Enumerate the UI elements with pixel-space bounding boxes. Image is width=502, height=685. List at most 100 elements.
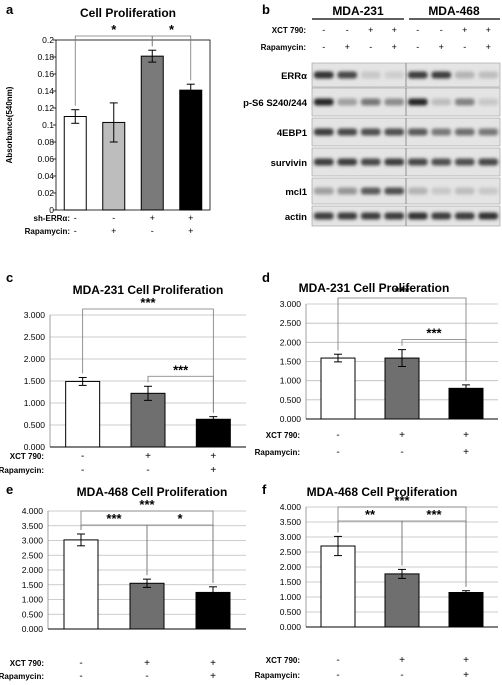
y-tick-label: 0.500 — [280, 607, 302, 617]
y-tick-label: 0.000 — [280, 622, 302, 632]
protein-band — [360, 187, 381, 195]
significance-stars: *** — [106, 511, 122, 526]
treatment-mark: + — [399, 655, 405, 666]
chart-panel-f: MDA-468 Cell Proliferation 0.000 0.500 1.00… — [255, 485, 498, 681]
protein-label: p-S6 S240/244 — [243, 98, 308, 109]
y-tick-label: 0.000 — [22, 624, 44, 634]
protein-label: mcl1 — [285, 187, 307, 198]
treatment-mark: - — [416, 42, 419, 52]
protein-band — [478, 212, 499, 220]
treatment-mark: - — [81, 451, 84, 462]
treatment-mark: - — [440, 25, 443, 35]
treatment-label: XCT 790: — [272, 26, 306, 35]
treatment-mark: + — [210, 451, 216, 462]
y-tick-label: 0.2 — [42, 35, 54, 45]
protein-band — [313, 187, 334, 195]
protein-band — [360, 158, 381, 166]
treatment-mark: + — [463, 430, 469, 441]
bar — [63, 539, 99, 630]
y-tick-label: 3.500 — [22, 521, 44, 531]
significance-bracket — [146, 524, 214, 583]
treatment-label: Rapamycin: — [255, 671, 300, 680]
treatment-mark: - — [112, 213, 115, 223]
protein-band — [431, 71, 452, 79]
protein-label: survivin — [271, 158, 308, 169]
y-tick-label: 3.000 — [22, 536, 44, 546]
protein-band — [313, 71, 334, 79]
protein-band — [431, 212, 452, 220]
protein-band — [313, 158, 334, 166]
protein-band — [360, 212, 381, 220]
panel-letter-c: c — [6, 270, 13, 285]
cell-line-label: MDA-468 — [428, 4, 480, 18]
panel-letter-d: d — [262, 270, 270, 285]
protein-band — [337, 212, 358, 220]
treatment-mark: + — [486, 25, 491, 35]
significance-stars: * — [169, 22, 175, 37]
significance-stars: * — [111, 22, 117, 37]
y-tick-label: 0.04 — [37, 171, 54, 181]
significance-stars: *** — [140, 295, 156, 310]
protein-band — [454, 128, 475, 136]
chart-title: MDA-468 Cell Proliferation — [307, 485, 458, 499]
protein-band — [384, 187, 405, 195]
significance-stars: *** — [173, 362, 189, 377]
treatment-mark: - — [79, 658, 82, 669]
protein-band — [407, 187, 428, 195]
treatment-label: XCT 790: — [10, 452, 44, 461]
y-tick-label: 1.000 — [22, 595, 44, 605]
treatment-mark: - — [151, 226, 154, 236]
bar — [179, 89, 203, 211]
treatment-mark: - — [74, 226, 77, 236]
chart-panel-c: MDA-231 Cell Proliferation 0.000 0.500 1.00… — [0, 283, 246, 476]
treatment-mark: - — [146, 465, 149, 476]
treatment-label: Rapamycin: — [25, 227, 70, 236]
protein-band — [337, 128, 358, 136]
y-tick-label: 0.06 — [37, 154, 54, 164]
treatment-label: Rapamycin: — [255, 448, 300, 457]
treatment-mark: - — [336, 430, 339, 441]
y-tick-label: 2.000 — [24, 354, 46, 364]
y-tick-label: 3.000 — [280, 532, 302, 542]
treatment-label: sh-ERRα: — [34, 214, 70, 223]
y-tick-label: 1.500 — [280, 357, 302, 367]
bar — [63, 116, 87, 211]
y-tick-label: 2.500 — [280, 318, 302, 328]
treatment-label: XCT 790: — [266, 656, 300, 665]
protein-band — [313, 128, 334, 136]
protein-band — [431, 128, 452, 136]
treatment-mark: + — [462, 25, 467, 35]
y-tick-label: 0.000 — [280, 414, 302, 424]
chart-title: MDA-468 Cell Proliferation — [77, 485, 228, 499]
treatment-mark: + — [368, 25, 373, 35]
treatment-mark: - — [400, 447, 403, 458]
protein-band — [384, 128, 405, 136]
y-tick-label: 2.500 — [24, 332, 46, 342]
treatment-mark: + — [463, 447, 469, 458]
y-tick-label: 4.000 — [280, 502, 302, 512]
treatment-mark: + — [210, 465, 216, 476]
protein-band — [431, 98, 452, 106]
bar — [140, 55, 164, 211]
treatment-mark: - — [400, 670, 403, 681]
bar — [130, 392, 166, 448]
treatment-mark: - — [336, 655, 339, 666]
treatment-mark: + — [486, 42, 491, 52]
bar — [320, 357, 356, 420]
significance-stars: * — [177, 511, 183, 526]
treatment-mark: - — [74, 213, 77, 223]
protein-band — [360, 71, 381, 79]
protein-band — [337, 71, 358, 79]
treatment-mark: - — [346, 25, 349, 35]
treatment-mark: - — [79, 671, 82, 682]
y-tick-label: 2.000 — [280, 562, 302, 572]
treatment-mark: + — [439, 42, 444, 52]
y-tick-label: 4.000 — [22, 506, 44, 516]
panel-letter-e: e — [6, 482, 13, 497]
panel-letter-b: b — [262, 2, 270, 17]
panel-letter-a: a — [6, 2, 14, 17]
y-tick-label: 0.500 — [280, 395, 302, 405]
treatment-mark: - — [336, 447, 339, 458]
y-tick-label: 1.000 — [280, 592, 302, 602]
chart-title: MDA-231 Cell Proliferation — [299, 281, 450, 295]
